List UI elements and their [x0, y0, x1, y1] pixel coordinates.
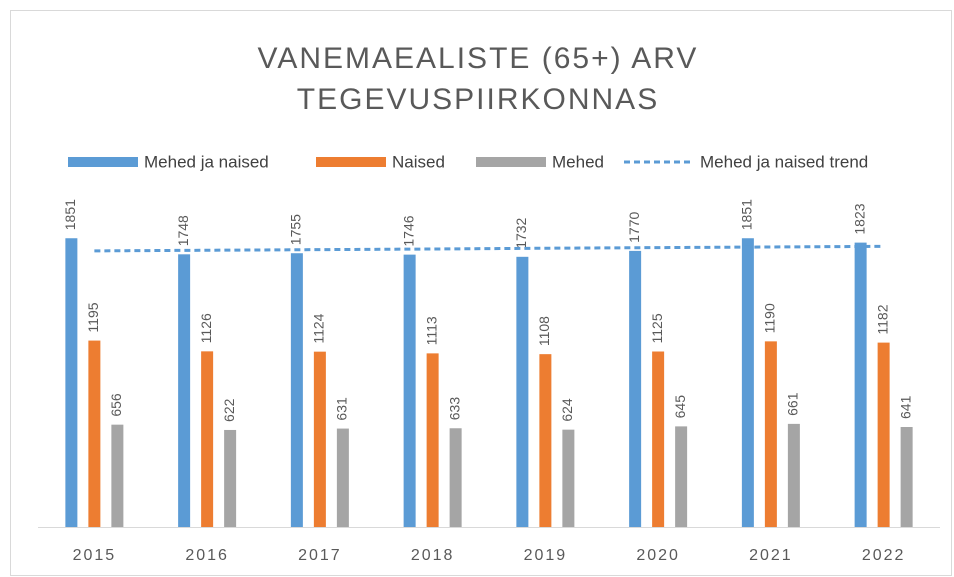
data-label: 631 [334, 397, 350, 421]
bar [65, 238, 78, 527]
bar [652, 351, 665, 527]
bar [900, 427, 913, 527]
x-tick-label: 2021 [749, 547, 793, 564]
data-label: 641 [897, 395, 913, 419]
chart-title: VANEMAEALISTE (65+) ARV [258, 42, 699, 75]
data-label: 1748 [175, 215, 191, 246]
bar [313, 351, 326, 527]
data-label: 1755 [288, 214, 304, 245]
legend-label: Naised [392, 152, 445, 171]
data-label: 1732 [513, 217, 529, 248]
bar [877, 342, 890, 527]
bar [449, 428, 462, 527]
bar [336, 428, 349, 527]
data-label: 633 [446, 397, 462, 421]
data-label: 656 [108, 393, 124, 417]
x-tick-label: 2018 [411, 547, 455, 564]
legend-label: Mehed [552, 152, 604, 171]
legend-label: Mehed ja naised trend [700, 152, 868, 171]
data-label: 1126 [198, 313, 214, 343]
data-label: 1125 [649, 313, 665, 343]
x-tick-label: 2020 [636, 547, 680, 564]
x-tick-label: 2017 [298, 547, 342, 564]
data-label: 1113 [423, 316, 439, 345]
bar [854, 242, 867, 527]
bar [787, 423, 800, 527]
bar [403, 254, 416, 527]
bar [675, 426, 688, 527]
x-tick-label: 2022 [862, 547, 906, 564]
bar [111, 424, 124, 527]
bar [539, 354, 552, 527]
bar [290, 253, 303, 527]
data-label: 622 [221, 398, 237, 422]
trend-line [94, 244, 884, 253]
bar [516, 256, 529, 527]
x-tick-label: 2016 [185, 547, 229, 564]
legend-label: Mehed ja naised [144, 152, 269, 171]
data-label: 1124 [311, 313, 327, 343]
bar [224, 429, 237, 527]
bar [741, 238, 754, 527]
legend-swatch [476, 157, 546, 167]
data-label: 1108 [536, 316, 552, 346]
bar [562, 429, 575, 527]
data-label: 1770 [626, 212, 642, 243]
data-label: 1746 [400, 215, 416, 246]
bar [426, 353, 439, 527]
legend-swatch [316, 157, 386, 167]
data-label: 1182 [874, 304, 890, 334]
bar [178, 254, 191, 527]
data-label: 1823 [851, 203, 867, 234]
x-tick-label: 2019 [524, 547, 568, 564]
data-label: 1190 [762, 303, 778, 333]
data-label: 1851 [739, 199, 755, 230]
data-label: 1851 [62, 199, 78, 230]
data-label: 624 [559, 398, 575, 422]
legend-swatch [68, 157, 138, 167]
bar [764, 341, 777, 527]
bar [201, 351, 214, 527]
x-tick-label: 2015 [73, 547, 117, 564]
data-label: 645 [672, 395, 688, 419]
chart-title: TEGEVUSPIIRKONNAS [297, 83, 659, 116]
bar [88, 340, 101, 527]
data-label: 661 [785, 392, 801, 416]
bar [629, 250, 642, 527]
data-label: 1195 [85, 302, 101, 332]
